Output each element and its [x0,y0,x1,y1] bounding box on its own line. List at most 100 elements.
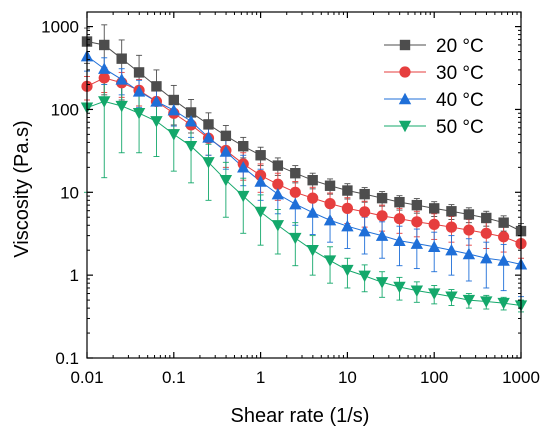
data-point-20c [481,212,492,224]
data-point-40c [115,73,128,85]
data-point-50c [115,100,128,113]
data-point-50c [271,220,285,232]
data-point-20c [185,107,197,118]
data-point-20c [376,192,388,204]
data-point-50c [184,141,198,153]
data-point-40c [375,229,389,241]
data-point-20c [498,217,509,228]
data-point-20c [429,203,440,214]
legend-label-30c: 30 °C [436,63,484,84]
y-tick-label: 1 [70,266,79,285]
data-point-50c [254,206,267,219]
data-point-20c [272,160,284,171]
data-point-40c [410,237,424,249]
data-point-40c [358,224,371,237]
data-point-50c [497,297,510,310]
data-point-40c [480,252,493,264]
data-point-30c [376,210,388,222]
data-point-50c [428,288,441,300]
y-tick-label: 0.1 [55,349,79,368]
data-point-30c [307,192,319,204]
legend-marker-20c [399,39,411,51]
data-point-50c [202,157,215,169]
data-point-40c [497,254,510,266]
data-point-40c [393,234,406,246]
data-point-50c [462,294,476,307]
data-point-20c [359,188,370,200]
data-point-40c [219,145,233,157]
legend-marker-30c [399,66,411,78]
data-point-40c [271,187,285,200]
data-point-50c [237,190,250,203]
x-tick-label: 100 [420,368,448,387]
data-point-40c [323,214,337,226]
legend: 20 °C 30 °C 40 °C 50 °C [384,36,484,138]
data-point-50c [150,116,163,128]
data-point-50c [480,296,493,308]
data-point-20c [168,94,179,106]
data-point-20c [151,81,162,92]
data-point-20c [133,67,145,78]
data-point-20c [307,174,318,186]
data-point-30c [393,213,406,225]
data-point-50c [306,245,319,257]
legend-label-40c: 40 °C [436,90,484,111]
data-point-20c [290,168,301,179]
data-point-50c [445,291,458,303]
y-tick-label: 1000 [41,18,79,37]
data-point-20c [238,141,249,152]
legend-marker-40c [398,92,412,105]
data-point-20c [255,150,266,161]
markers-layer [80,36,528,312]
data-point-20c [342,185,353,196]
legend-label-20c: 20 °C [436,36,484,57]
data-point-30c [359,206,371,218]
data-point-20c [324,180,336,191]
data-point-50c [167,129,180,141]
data-point-20c [411,199,423,211]
data-point-50c [98,96,111,108]
data-point-50c [341,264,354,277]
x-tick-label: 1 [256,368,265,387]
data-point-40c [306,206,319,218]
x-tick-label: 0.01 [70,368,103,387]
x-tick-label: 1000 [502,368,540,387]
data-point-40c [289,197,302,210]
data-point-50c [219,174,233,187]
x-axis-title: Shear rate (1/s) [231,405,370,427]
data-point-40c [237,161,250,173]
plot-frame [86,11,522,359]
data-point-20c [394,196,405,208]
data-point-20c [463,209,475,220]
data-point-20c [220,130,232,142]
data-point-40c [462,247,476,260]
data-point-40c [150,95,163,107]
data-point-40c [341,219,354,232]
data-point-30c [289,186,301,198]
data-point-40c [184,115,198,127]
data-point-20c [446,206,457,217]
data-point-40c [445,244,458,256]
data-point-30c [498,231,510,243]
y-tick-label: 100 [51,100,79,119]
data-point-30c [480,227,492,239]
data-point-30c [463,224,475,236]
data-point-30c [411,216,423,228]
data-point-30c [428,218,440,230]
data-point-50c [358,270,371,283]
data-point-50c [132,108,146,120]
data-point-30c [341,202,353,214]
data-point-20c [99,39,110,51]
data-point-50c [393,281,406,294]
data-point-40c [132,85,146,97]
y-axis-title: Viscosity (Pa.s) [11,120,33,257]
legend-marker-50c [398,120,412,133]
data-point-40c [428,240,441,252]
data-point-30c [272,178,284,190]
x-tick-label: 10 [338,368,357,387]
data-point-50c [323,255,337,267]
data-point-30c [445,221,458,233]
legend-label-50c: 50 °C [436,117,484,138]
